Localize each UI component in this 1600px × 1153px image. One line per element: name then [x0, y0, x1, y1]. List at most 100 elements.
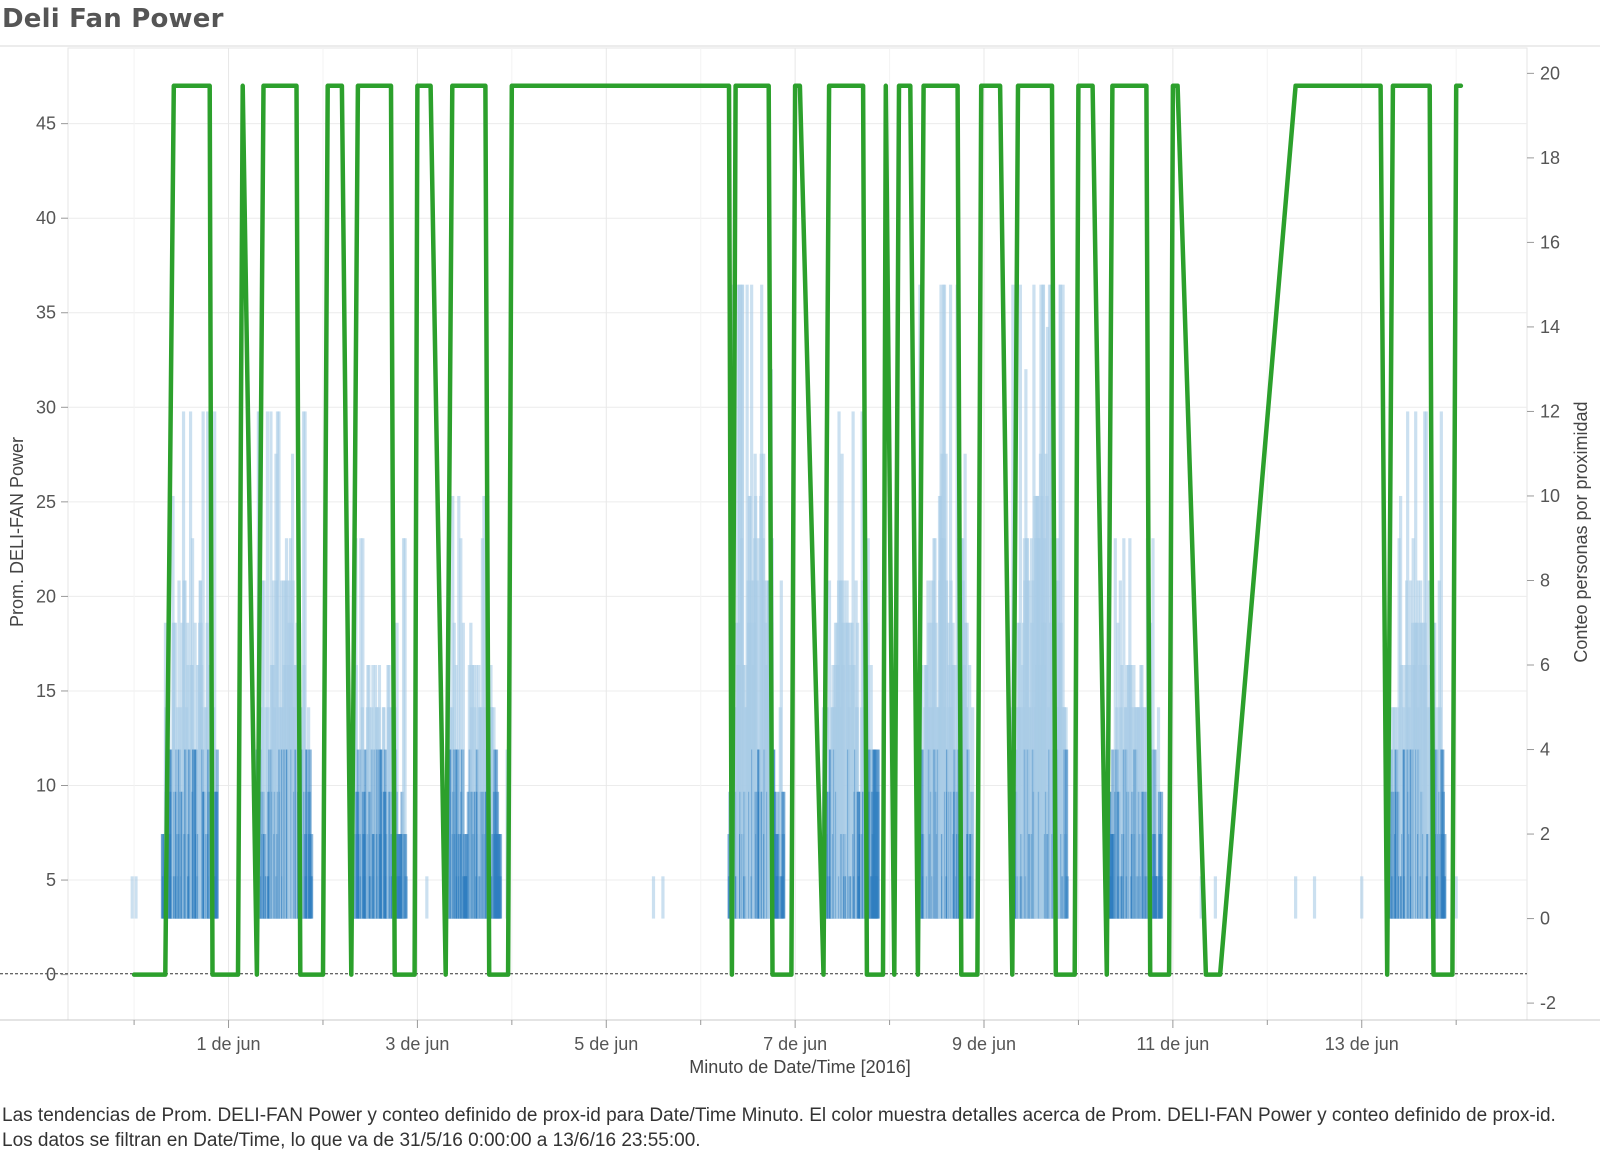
y2-tick-label: 16: [1540, 232, 1560, 252]
count-bar: [1018, 284, 1022, 919]
x-tick-label: 3 de jun: [385, 1034, 449, 1054]
y-tick-label: 25: [36, 492, 56, 512]
count-bar: [277, 411, 281, 919]
count-bar: [651, 876, 656, 919]
y-tick-label: 5: [46, 870, 56, 890]
count-bar: [425, 876, 429, 919]
y2-tick-label: 20: [1540, 63, 1560, 83]
count-bar: [262, 580, 266, 919]
count-bar: [215, 749, 219, 919]
y2-axis-title: Conteo personas por proximidad: [1571, 401, 1591, 662]
y2-tick-label: 18: [1540, 148, 1560, 168]
x-axis-title: Minuto de Date/Time [2016]: [689, 1057, 910, 1077]
y2-tick-label: 6: [1540, 655, 1550, 675]
count-bar: [389, 707, 394, 919]
count-bar: [1061, 284, 1065, 919]
fan-power-series-line: [131, 83, 1464, 977]
count-bar: [190, 538, 195, 919]
count-bar: [265, 411, 270, 919]
count-bar: [661, 876, 665, 919]
count-bar: [1120, 665, 1124, 919]
y2-tick-label: 12: [1540, 401, 1560, 421]
y-tick-label: 30: [36, 397, 56, 417]
count-bar: [1058, 284, 1063, 919]
count-bar: [303, 411, 307, 919]
axes: 0 5 10 15 20 25 30 35 40 45 -2 0 2 4 6 8 10 12 14 16 18 20 1 d…: [0, 63, 1600, 1054]
count-bar: [130, 876, 134, 919]
x-tick-label: 1 de jun: [197, 1034, 261, 1054]
count-bar: [1360, 876, 1364, 919]
count-bar: [1065, 876, 1069, 919]
count-bar: [1406, 411, 1410, 919]
y-tick-label: 40: [36, 208, 56, 228]
count-bar: [1425, 707, 1429, 919]
dual-axis-chart: 0 5 10 15 20 25 30 35 40 45 -2 0 2 4 6 8 10 12 14 16 18 20 1 d…: [0, 45, 1600, 1077]
x-tick-label: 13 de jun: [1325, 1034, 1399, 1054]
count-bar: [1065, 749, 1069, 919]
count-bar: [403, 538, 407, 919]
count-bar: [457, 495, 461, 919]
count-bar: [869, 665, 873, 919]
y-tick-label: 15: [36, 681, 56, 701]
x-tick-label: 11 de jun: [1137, 1034, 1210, 1054]
count-bar: [1213, 876, 1217, 919]
count-bar: [482, 495, 486, 919]
fan-power-line: [131, 83, 1464, 977]
count-bar: [750, 284, 754, 919]
y2-tick-label: 14: [1540, 317, 1560, 337]
count-bar: [371, 665, 375, 919]
count-bar: [490, 707, 494, 919]
count-bar: [395, 622, 399, 919]
y-tick-label: 10: [36, 776, 56, 796]
count-bar: [354, 665, 358, 919]
count-bar: [1454, 876, 1458, 919]
y2-tick-label: 10: [1540, 486, 1560, 506]
count-bar: [1399, 665, 1403, 919]
count-bar: [134, 876, 138, 919]
count-bar: [1312, 876, 1317, 919]
x-tick-label: 5 de jun: [574, 1034, 638, 1054]
count-bar: [1409, 580, 1413, 919]
count-bar: [1439, 411, 1443, 919]
count-bar: [498, 834, 503, 919]
y-tick-label: 35: [36, 303, 56, 323]
count-bar: [1153, 749, 1157, 919]
chart-title: Deli Fan Power: [2, 4, 224, 34]
count-bar: [404, 876, 408, 919]
x-tick-label: 9 de jun: [952, 1034, 1016, 1054]
count-bar: [461, 622, 465, 919]
count-bar: [1151, 538, 1155, 919]
count-bar: [1045, 326, 1050, 919]
count-bar: [968, 665, 972, 919]
count-bar: [971, 707, 975, 919]
count-bar: [741, 284, 745, 919]
count-bar: [361, 538, 365, 919]
y2-tick-label: 8: [1540, 570, 1550, 590]
count-bar: [1424, 411, 1428, 919]
y-tick-label: 45: [36, 114, 56, 134]
count-bar: [782, 791, 786, 919]
count-bar: [944, 580, 949, 919]
count-bar: [756, 538, 760, 919]
count-bar: [779, 580, 783, 919]
count-bar: [1294, 876, 1298, 919]
count-bar: [206, 411, 210, 919]
count-bar: [1443, 834, 1447, 919]
y-tick-label: 20: [36, 586, 56, 606]
count-bar: [856, 622, 860, 919]
count-bar: [310, 834, 314, 919]
y2-tick-label: -2: [1540, 993, 1556, 1013]
y-axis-title: Prom. DELI-FAN Power: [7, 437, 27, 627]
x-tick-label: 7 de jun: [763, 1034, 827, 1054]
chart-caption: Las tendencias de Prom. DELI-FAN Power y…: [2, 1105, 1556, 1151]
count-bar: [1159, 791, 1164, 919]
count-bar: [866, 538, 870, 919]
count-bar: [876, 749, 880, 919]
count-bar: [735, 284, 740, 919]
y2-tick-label: 2: [1540, 824, 1550, 844]
count-bar: [213, 411, 217, 919]
count-bar: [459, 538, 463, 919]
y-tick-label: 0: [46, 965, 56, 985]
count-bar: [1116, 622, 1120, 919]
count-bar: [368, 791, 372, 919]
